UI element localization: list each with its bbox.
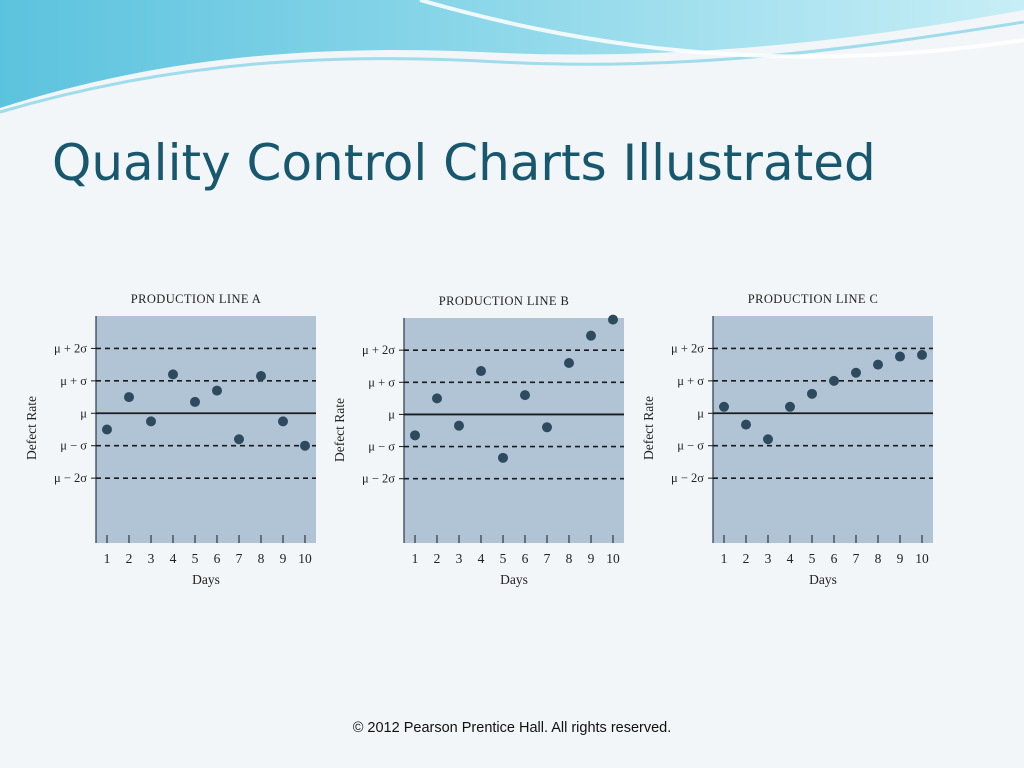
- x-axis-label: Days: [809, 572, 837, 587]
- sigma-level-label: μ: [388, 407, 395, 421]
- x-tick-label: 8: [566, 551, 573, 566]
- data-point: [476, 366, 486, 377]
- data-point: [851, 367, 861, 378]
- x-tick-label: 9: [897, 551, 904, 566]
- data-point: [124, 392, 134, 403]
- sigma-level-label: μ + σ: [60, 374, 87, 388]
- data-point: [829, 375, 839, 386]
- sigma-level-label: μ + 2σ: [362, 343, 395, 357]
- control-chart-line-b: PRODUCTION LINE B μ + 2σ μ + σ μ μ − σ μ − 2σ…: [332, 294, 624, 587]
- sigma-level-label: μ + σ: [368, 375, 395, 389]
- x-tick-label: 5: [809, 551, 816, 566]
- data-point: [168, 369, 178, 380]
- chart-title: PRODUCTION LINE A: [131, 292, 261, 306]
- x-tick-label: 1: [412, 551, 419, 566]
- plot-area: [96, 316, 316, 543]
- data-point: [146, 416, 156, 427]
- x-tick-label: 6: [214, 551, 221, 566]
- data-point: [300, 440, 310, 451]
- data-point: [212, 385, 222, 396]
- x-tick-label: 6: [522, 551, 529, 566]
- y-axis-label: Defect Rate: [24, 396, 39, 460]
- sigma-level-label: μ + 2σ: [54, 341, 87, 355]
- x-tick-label: 3: [148, 551, 155, 566]
- x-tick-label: 4: [787, 551, 794, 566]
- sigma-level-label: μ − 2σ: [362, 472, 395, 486]
- data-point: [520, 390, 530, 401]
- x-tick-label: 2: [434, 551, 441, 566]
- x-tick-label: 10: [915, 551, 929, 566]
- sigma-level-label: μ − 2σ: [54, 471, 87, 485]
- data-point: [498, 452, 508, 463]
- data-point: [410, 430, 420, 441]
- control-chart-line-c: PRODUCTION LINE C μ + 2σ μ + σ μ μ − σ μ − 2σ…: [641, 292, 933, 587]
- data-point: [785, 401, 795, 412]
- sigma-level-label: μ − 2σ: [671, 471, 704, 485]
- slide-title: Quality Control Charts Illustrated: [52, 134, 876, 192]
- x-tick-label: 9: [588, 551, 595, 566]
- x-tick-label: 7: [853, 551, 860, 566]
- data-point: [256, 370, 266, 381]
- data-point: [278, 416, 288, 427]
- data-point: [190, 396, 200, 407]
- chart-title: PRODUCTION LINE B: [439, 294, 569, 308]
- sigma-level-label: μ + 2σ: [671, 341, 704, 355]
- header-wave-decoration: [0, 0, 1024, 114]
- data-point: [586, 330, 596, 341]
- data-point: [741, 419, 751, 430]
- sigma-level-label: μ − σ: [677, 439, 704, 453]
- x-tick-label: 4: [170, 551, 177, 566]
- x-tick-label: 1: [721, 551, 728, 566]
- x-tick-label: 8: [875, 551, 882, 566]
- data-point: [432, 393, 442, 404]
- data-point: [895, 351, 905, 362]
- plot-area: [404, 318, 624, 543]
- x-tick-label: 9: [280, 551, 287, 566]
- data-point: [917, 349, 927, 360]
- y-axis-label: Defect Rate: [332, 398, 347, 462]
- x-tick-label: 3: [765, 551, 772, 566]
- data-point: [807, 388, 817, 399]
- x-tick-label: 10: [298, 551, 312, 566]
- sigma-level-label: μ − σ: [368, 440, 395, 454]
- sigma-level-label: μ: [697, 406, 704, 420]
- data-point: [542, 422, 552, 433]
- x-tick-label: 3: [456, 551, 463, 566]
- x-tick-label: 4: [478, 551, 485, 566]
- x-tick-label: 2: [126, 551, 133, 566]
- sigma-level-label: μ: [80, 406, 87, 420]
- x-tick-label: 5: [500, 551, 507, 566]
- chart-title: PRODUCTION LINE C: [748, 292, 878, 306]
- x-axis-label: Days: [500, 572, 528, 587]
- data-point: [763, 434, 773, 445]
- x-tick-label: 8: [258, 551, 265, 566]
- data-point: [719, 401, 729, 412]
- x-tick-label: 2: [743, 551, 750, 566]
- control-chart-line-a: PRODUCTION LINE A μ + 2σ μ + σ μ μ − σ μ − 2σ…: [24, 292, 316, 587]
- x-tick-label: 6: [831, 551, 838, 566]
- data-point: [454, 420, 464, 431]
- data-point: [564, 358, 574, 368]
- x-tick-label: 7: [544, 551, 551, 566]
- x-tick-label: 5: [192, 551, 199, 566]
- x-tick-label: 7: [236, 551, 243, 566]
- copyright-footer: © 2012 Pearson Prentice Hall. All rights…: [352, 720, 672, 736]
- sigma-level-label: μ + σ: [677, 374, 704, 388]
- y-axis-label: Defect Rate: [641, 396, 656, 460]
- x-tick-label: 10: [606, 551, 620, 566]
- x-axis-label: Days: [192, 572, 220, 587]
- data-point: [102, 424, 112, 435]
- data-point: [608, 314, 618, 325]
- x-tick-label: 1: [104, 551, 111, 566]
- sigma-level-label: μ − σ: [60, 439, 87, 453]
- data-point: [234, 434, 244, 445]
- data-point: [873, 359, 883, 370]
